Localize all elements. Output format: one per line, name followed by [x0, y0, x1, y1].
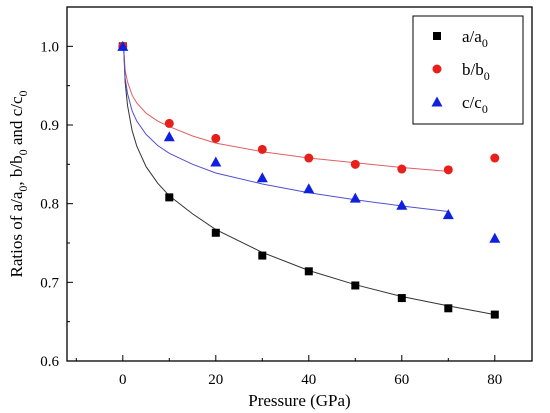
- data-point-square: [351, 281, 360, 290]
- data-point-square: [444, 304, 453, 313]
- data-point-triangle: [396, 199, 408, 210]
- legend-box: [412, 15, 524, 125]
- data-point-triangle: [256, 172, 268, 183]
- data-point-square: [490, 310, 499, 319]
- y-axis-title: Ratios of a/a0, b/b0 and c/c0: [7, 90, 30, 277]
- data-point-triangle: [489, 232, 501, 243]
- x-tick-label: 80: [487, 372, 502, 388]
- x-tick-label: 0: [119, 372, 127, 388]
- data-point-circle: [443, 165, 453, 175]
- plot-frame: [66, 6, 533, 362]
- legend: a/a0 b/b0 c/c0: [412, 15, 524, 125]
- x-tick-label: 60: [394, 372, 409, 388]
- fit-curve-circle: [123, 47, 449, 172]
- data-point-square: [165, 193, 174, 202]
- y-tick-label: 0.6: [40, 354, 59, 370]
- legend-label: c/c0: [462, 93, 488, 116]
- data-point-square: [211, 228, 220, 237]
- legend-marker-circle: [432, 64, 442, 74]
- y-tick-label: 1.0: [40, 39, 59, 55]
- data-point-square: [304, 267, 313, 276]
- data-point-triangle: [303, 183, 315, 194]
- data-point-triangle: [349, 192, 361, 203]
- tick-labels: 0 20 40 60 80 0.6 0.7 0.8 0.9 1.0: [40, 39, 502, 388]
- data-point-circle: [350, 159, 360, 169]
- y-tick-label: 0.9: [40, 118, 59, 134]
- data-point-triangle: [117, 40, 129, 51]
- data-point-circle: [211, 133, 221, 143]
- data-point-triangle: [442, 209, 454, 220]
- axis-ticks: [67, 6, 496, 362]
- fit-curve-square: [123, 47, 495, 316]
- legend-label: b/b0: [462, 60, 490, 83]
- y-tick-label: 0.8: [40, 197, 59, 213]
- x-tick-label: 20: [208, 372, 223, 388]
- data-points: [117, 40, 501, 319]
- legend-marker-triangle: [431, 96, 443, 107]
- data-point-triangle: [210, 156, 222, 167]
- data-point-circle: [490, 153, 500, 163]
- data-point-circle: [397, 164, 407, 174]
- data-point-circle: [164, 118, 174, 128]
- data-point-triangle: [163, 131, 175, 142]
- data-point-circle: [304, 153, 314, 163]
- fit-curve-triangle: [123, 47, 449, 212]
- y-tick-label: 0.7: [40, 275, 59, 291]
- legend-marker-square: [433, 32, 441, 40]
- x-tick-label: 40: [301, 372, 316, 388]
- x-axis-title: Pressure (GPa): [248, 391, 350, 410]
- data-point-square: [397, 294, 406, 303]
- legend-label: a/a0: [462, 27, 488, 50]
- data-point-circle: [257, 144, 267, 154]
- data-point-square: [258, 251, 267, 260]
